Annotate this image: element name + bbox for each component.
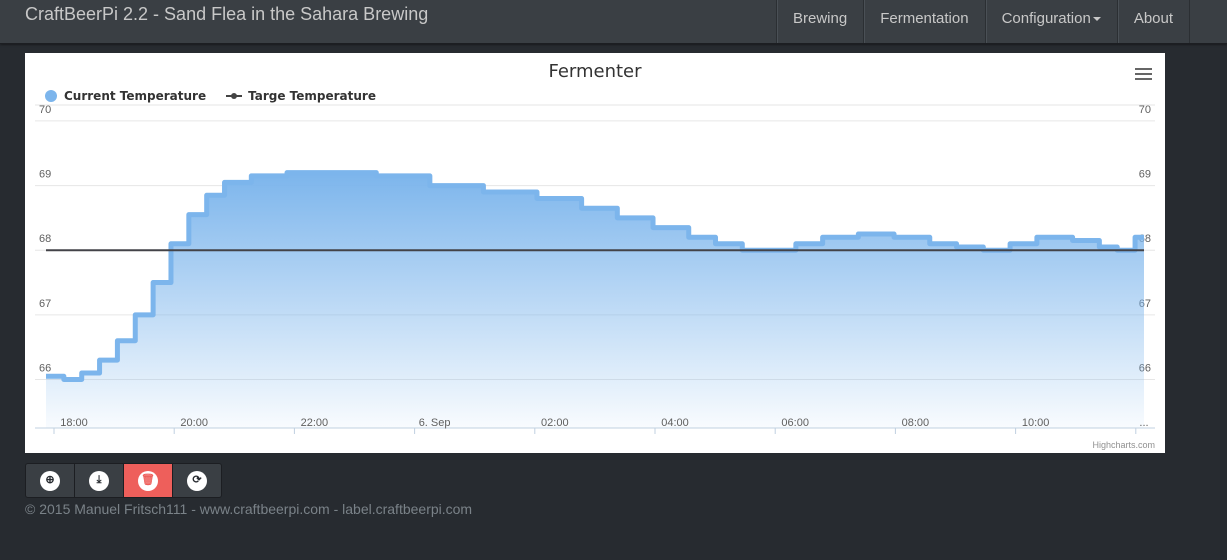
x-tick-label: ... [1139, 417, 1148, 429]
nav-about-label: About [1133, 10, 1174, 27]
x-tick-label: 22:00 [301, 417, 329, 429]
legend-current-label: Current Temperature [64, 89, 207, 103]
chart-legend: Current Temperature Targe Temperature [45, 89, 396, 103]
add-button[interactable]: ⊕ [25, 463, 75, 498]
refresh-icon: ⟳ [187, 470, 207, 491]
y-tick-label-left: 68 [39, 233, 51, 245]
x-tick-label: 18:00 [60, 417, 88, 429]
x-tick-label: 06:00 [781, 417, 809, 429]
legend-target-label: Targe Temperature [248, 89, 376, 103]
brand-title[interactable]: CraftBeerPi 2.2 - Sand Flea in the Sahar… [25, 4, 429, 24]
x-tick-label: 10:00 [1022, 417, 1050, 429]
legend-current-temperature[interactable]: Current Temperature [45, 89, 206, 103]
highcharts-credits-link[interactable]: Highcharts.com [1092, 440, 1155, 450]
line-marker-icon [226, 93, 243, 99]
x-tick-label: 6. Sep [419, 417, 451, 429]
nav-fermentation[interactable]: Fermentation [863, 0, 984, 43]
download-icon: ⤓ [89, 470, 109, 491]
trash-icon: 🗑 [138, 470, 158, 491]
delete-button[interactable]: 🗑 [123, 463, 173, 498]
chart-title: Fermenter [548, 61, 642, 82]
y-tick-label-left: 67 [39, 298, 51, 310]
y-tick-label-left: 69 [39, 169, 51, 181]
hamburger-menu-icon[interactable] [1135, 68, 1152, 82]
y-tick-label-right: 69 [1139, 169, 1151, 181]
nav-fermentation-label: Fermentation [880, 10, 969, 27]
nav-brewing[interactable]: Brewing [776, 0, 863, 43]
legend-target-temperature[interactable]: Targe Temperature [226, 89, 376, 103]
nav-configuration-label: Configuration [1001, 10, 1091, 27]
navbar: CraftBeerPi 2.2 - Sand Flea in the Sahar… [0, 0, 1227, 44]
x-tick-label: 02:00 [541, 417, 569, 429]
x-tick-label: 08:00 [902, 417, 930, 429]
nav-about[interactable]: About [1116, 0, 1191, 43]
nav-brewing-label: Brewing [793, 10, 848, 27]
refresh-button[interactable]: ⟳ [172, 463, 222, 498]
circle-marker-icon [45, 90, 57, 102]
footer-text: © 2015 Manuel Fritsch111 - www.craftbeer… [25, 501, 473, 517]
y-tick-label-right: 70 [1139, 104, 1151, 116]
plus-circle-icon: ⊕ [40, 470, 60, 491]
fermenter-chart: 66 66 67 67 68 68 69 69 70 70 18:00 20:00 22:00 6. Se… [25, 53, 1165, 453]
nav-links: Brewing Fermentation Configuration About [776, 0, 1191, 43]
y-tick-label-left: 66 [39, 363, 51, 375]
chart-action-buttons: ⊕ ⤓ 🗑 ⟳ [25, 463, 222, 498]
x-tick-label: 04:00 [661, 417, 689, 429]
y-tick-label-left: 70 [39, 104, 51, 116]
download-button[interactable]: ⤓ [74, 463, 124, 498]
chevron-down-icon [1092, 17, 1101, 22]
current-temperature-area [46, 172, 1144, 428]
x-tick-label: 20:00 [180, 417, 208, 429]
nav-configuration-dropdown[interactable]: Configuration [984, 0, 1117, 43]
